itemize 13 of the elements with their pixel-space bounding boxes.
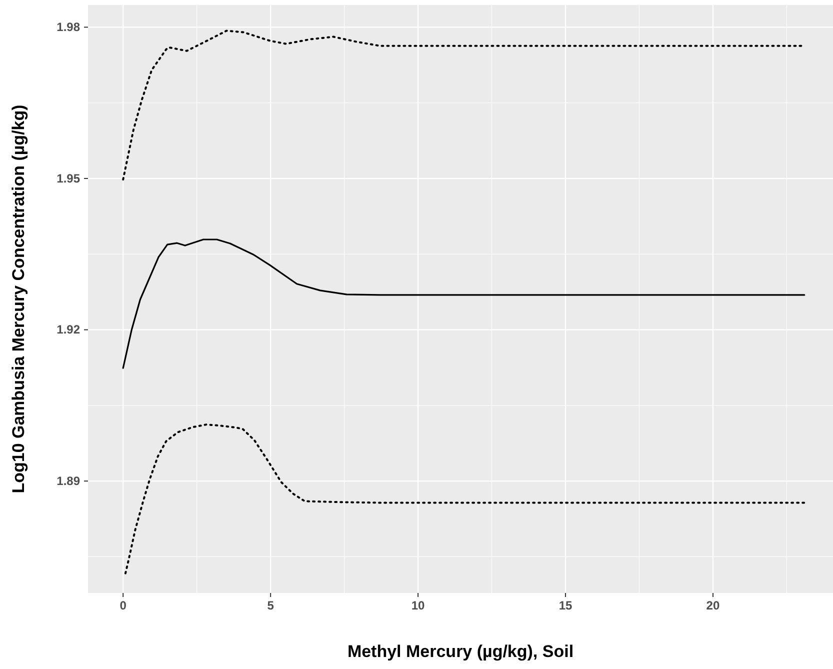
y-tick-label: 1.89 (56, 474, 80, 488)
y-tick-label: 1.95 (56, 171, 80, 186)
x-tick-label: 20 (706, 598, 720, 613)
x-tick-label: 10 (411, 598, 426, 613)
y-tick-label: 1.92 (56, 322, 80, 337)
y-tick-label: 1.98 (56, 20, 80, 34)
line-series (122, 238, 806, 369)
line-series (124, 424, 806, 574)
x-axis-title: Methyl Mercury (µg/kg), Soil (347, 642, 574, 661)
x-tick-label: 15 (558, 598, 572, 613)
x-tick-label: 0 (120, 598, 127, 613)
x-tick-label: 5 (267, 598, 274, 613)
y-axis-title: Log10 Gambusia Mercury Concentration (µg/kg) (9, 104, 28, 494)
